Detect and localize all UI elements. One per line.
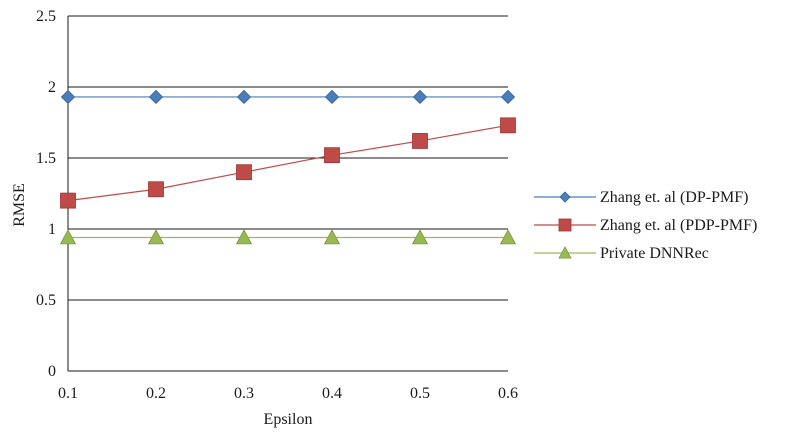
legend: Zhang et. al (DP-PMF) Zhang et. al (PDP-P… [534,189,757,262]
y-tick-label: 0 [48,363,56,380]
y-tick-label: 2.5 [36,8,56,25]
legend-item-1: Zhang et. al (DP-PMF) [534,189,748,206]
triangle-marker [147,229,165,245]
x-tick-label: 0.6 [498,385,518,402]
series-group [59,89,517,245]
series-line [67,124,509,202]
x-tick-label: 0.3 [234,385,254,402]
series-2 [60,117,516,209]
y-tick-label: 1.5 [36,150,56,167]
axes [67,16,508,372]
square-marker [558,218,572,232]
diamond-marker [412,89,428,105]
x-tick-label: 0.5 [410,385,430,402]
legend-item-2: Zhang et. al (PDP-PMF) [534,217,757,234]
square-marker [412,133,428,149]
square-marker [500,117,516,134]
diamond-marker [60,89,76,105]
square-marker [60,192,76,209]
grid-lines [68,15,508,372]
legend-item-3: Private DNNRec [534,245,709,262]
y-tick-label: 0.5 [36,292,56,309]
triangle-marker [323,229,341,245]
y-tick-label: 2 [48,79,56,96]
diamond-marker [500,89,516,105]
legend-label: Zhang et. al (PDP-PMF) [600,217,757,234]
x-tick-label: 0.1 [58,385,78,402]
x-tick-label: 0.2 [146,385,166,402]
x-axis-title: Epsilon [264,411,313,428]
triangle-marker [411,229,429,245]
y-tick-label: 1 [48,221,56,238]
tick-labels: 0 0.5 1 1.5 2 2.5 0.1 0.2 0.3 0.4 0.5 0.6 [36,8,518,402]
series-3 [59,229,517,245]
triangle-marker [235,229,253,245]
diamond-marker [324,89,340,105]
square-marker [324,147,340,164]
diamond-marker [559,191,571,203]
y-axis-title: RMSE [11,183,28,227]
x-tick-label: 0.4 [322,385,342,402]
diamond-marker [148,89,164,105]
diamond-marker [236,89,252,105]
legend-label: Private DNNRec [600,245,709,262]
series-1 [60,89,516,105]
square-marker [236,164,252,181]
triangle-marker [558,246,572,259]
legend-label: Zhang et. al (DP-PMF) [600,189,748,206]
triangle-marker [59,229,77,245]
square-marker [148,181,164,198]
triangle-marker [499,229,517,245]
